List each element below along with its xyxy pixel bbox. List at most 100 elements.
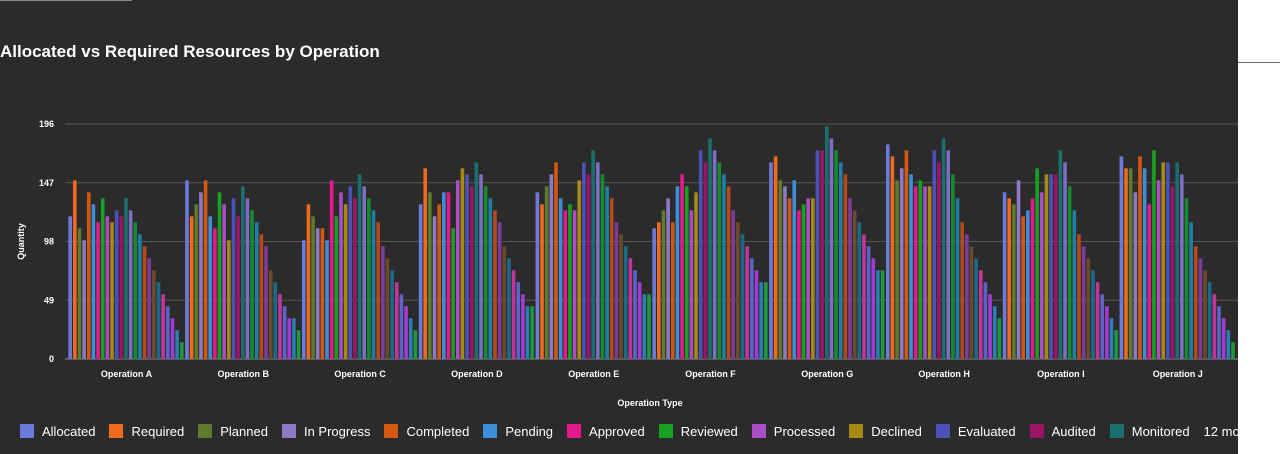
bar: [353, 198, 357, 359]
bar: [73, 180, 77, 359]
bar: [245, 198, 250, 359]
chart-area: 0 49 98 147 196 Quantity Operation Type Operati…: [16, 119, 1238, 408]
legend-more-button[interactable]: 12 more: [1203, 423, 1252, 439]
legend-item[interactable]: Approved: [567, 424, 645, 439]
bar: [119, 216, 124, 359]
bar: [759, 282, 763, 359]
bar: [250, 210, 254, 359]
y-tick-label: 147: [39, 178, 54, 188]
bar: [918, 180, 923, 359]
bar: [114, 210, 119, 359]
legend-label: Required: [131, 423, 185, 439]
bar: [390, 270, 394, 359]
legend-item[interactable]: Required: [109, 424, 184, 439]
bar: [213, 228, 217, 359]
legend-item[interactable]: Reviewed: [658, 423, 738, 439]
bar: [152, 270, 156, 359]
bar: [670, 222, 675, 359]
bar: [824, 126, 829, 360]
bar: [86, 192, 91, 359]
bar: [254, 222, 259, 359]
y-tick-label: 98: [44, 237, 54, 247]
bar: [348, 186, 353, 359]
bar: [1189, 222, 1193, 359]
bar: [572, 210, 577, 359]
bar: [680, 174, 684, 359]
bar: [923, 186, 927, 359]
bar: [320, 228, 325, 359]
bar: [530, 306, 534, 359]
bar: [1124, 168, 1128, 359]
bar: [1016, 180, 1021, 359]
bar: [1133, 192, 1138, 359]
bar: [138, 234, 142, 359]
legend-item[interactable]: Audited: [1029, 424, 1096, 439]
legend-item[interactable]: Declined: [849, 424, 922, 439]
bar: [166, 306, 170, 359]
bar: [273, 282, 278, 359]
legend-item[interactable]: In Progress: [281, 424, 370, 439]
legend-item[interactable]: Completed: [384, 424, 469, 439]
bar: [1039, 192, 1044, 359]
bar: [1128, 168, 1133, 359]
bar: [992, 306, 997, 359]
bar: [1161, 162, 1166, 359]
bar: [170, 318, 175, 359]
legend-swatch: [281, 424, 296, 438]
bar: [1170, 186, 1175, 359]
axes: 0 49 98 147 196 Quantity Operation Type Operati…: [16, 119, 1203, 408]
legend-item[interactable]: Monitored: [1109, 424, 1190, 439]
legend-item[interactable]: Evaluated: [935, 424, 1016, 439]
bar: [1226, 330, 1231, 359]
legend-item[interactable]: Pending: [483, 424, 553, 439]
legend-item[interactable]: Processed: [751, 424, 835, 439]
bar: [1175, 162, 1179, 359]
bar: [1012, 204, 1016, 359]
bar: [376, 222, 380, 359]
bar: [1026, 210, 1030, 359]
bar: [82, 240, 86, 359]
bar: [413, 330, 418, 359]
bar: [236, 216, 240, 359]
bar: [147, 258, 152, 359]
bar: [278, 294, 282, 359]
bar: [535, 192, 540, 359]
bar: [483, 186, 488, 359]
bar: [1119, 156, 1124, 359]
bar: [423, 168, 428, 359]
bar: [1231, 342, 1235, 359]
bar: [105, 216, 110, 359]
bar: [642, 294, 647, 359]
bar: [937, 162, 941, 359]
x-tick-label: Operation C: [334, 369, 386, 379]
legend-swatch: [1029, 424, 1044, 438]
bar: [381, 246, 385, 359]
bar: [712, 150, 717, 359]
bar: [609, 198, 614, 359]
bar: [731, 210, 736, 359]
legend-label: Reviewed: [680, 423, 738, 439]
bar: [469, 186, 474, 359]
bar: [399, 294, 404, 359]
bar: [1156, 180, 1161, 359]
legend-item[interactable]: Allocated: [20, 424, 95, 439]
bar: [404, 306, 408, 359]
bar: [834, 150, 838, 359]
bar: [829, 138, 834, 359]
bar: [296, 330, 301, 359]
bar: [946, 150, 951, 359]
bar: [876, 270, 880, 359]
legend-item[interactable]: Planned: [198, 424, 268, 439]
bar: [446, 192, 451, 359]
legend: Allocated Required Planned In Progress Compl…: [20, 421, 1251, 441]
bar: [189, 216, 194, 359]
bar: [769, 162, 773, 359]
bar: [1049, 174, 1053, 359]
bar: [474, 162, 479, 359]
legend-swatch: [935, 424, 950, 438]
bar: [932, 150, 937, 359]
bar: [521, 294, 525, 359]
bar: [516, 282, 521, 359]
bar: [301, 240, 306, 359]
bar: [1212, 294, 1217, 359]
